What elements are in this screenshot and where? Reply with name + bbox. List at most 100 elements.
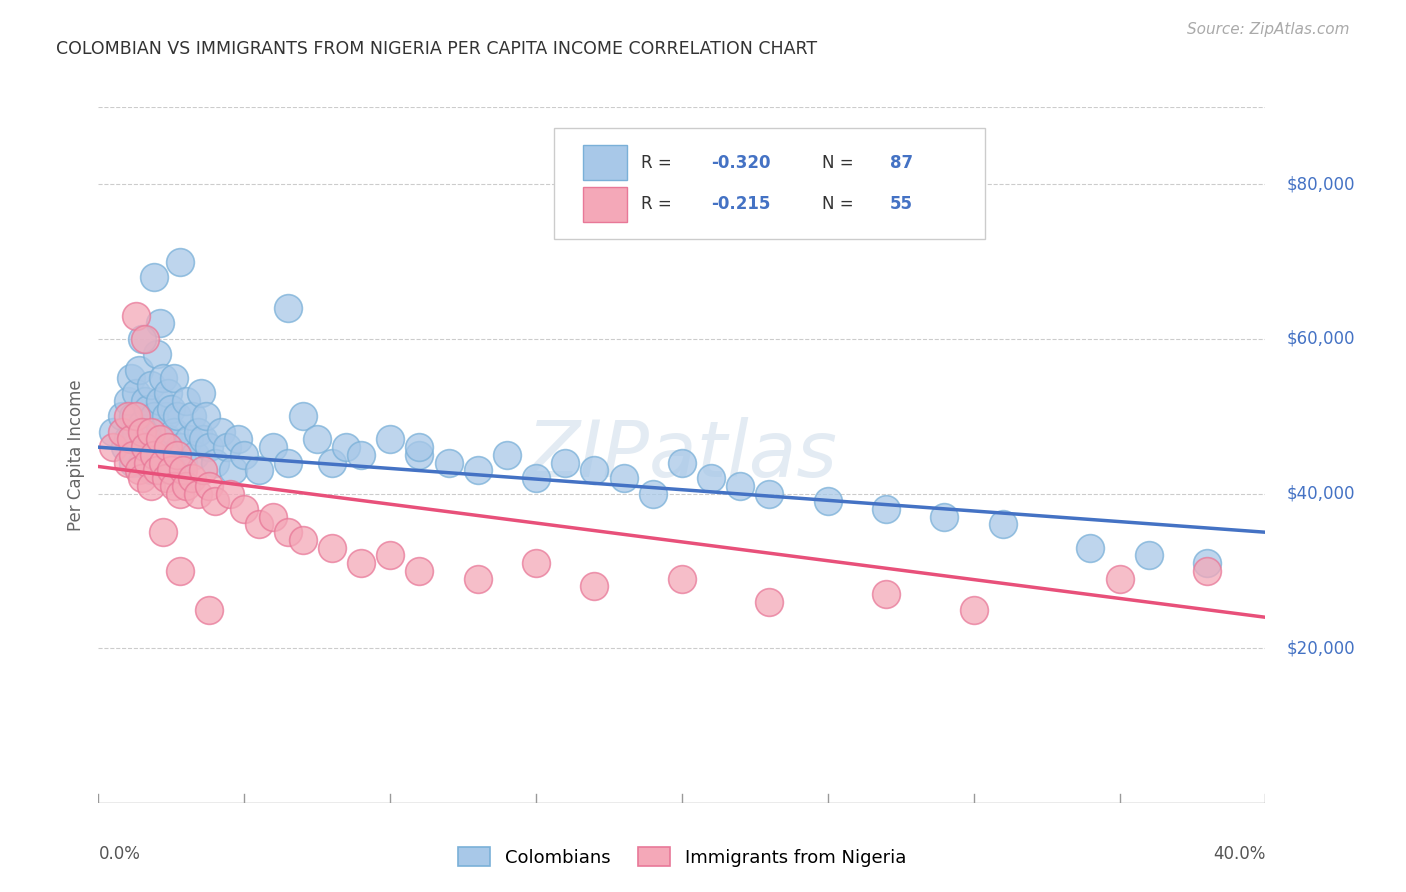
Text: $80,000: $80,000	[1286, 176, 1355, 194]
Point	[136, 440, 159, 454]
Point	[291, 533, 314, 547]
FancyBboxPatch shape	[582, 145, 627, 180]
Point	[128, 363, 150, 377]
Point	[554, 456, 576, 470]
Point	[204, 494, 226, 508]
Point	[142, 448, 165, 462]
Text: ZIPatlas: ZIPatlas	[526, 417, 838, 493]
Point	[335, 440, 357, 454]
Point	[758, 486, 780, 500]
Point	[277, 301, 299, 315]
Point	[111, 409, 134, 424]
Point	[524, 556, 547, 570]
Point	[152, 456, 174, 470]
FancyBboxPatch shape	[554, 128, 986, 239]
Point	[117, 409, 139, 424]
Point	[378, 549, 402, 563]
Point	[166, 448, 188, 462]
Point	[198, 602, 221, 616]
Text: N =: N =	[823, 153, 859, 171]
Point	[875, 502, 897, 516]
Point	[198, 479, 221, 493]
Point	[378, 433, 402, 447]
Point	[139, 425, 162, 439]
Point	[277, 525, 299, 540]
Point	[136, 456, 159, 470]
Point	[125, 386, 148, 401]
Point	[163, 479, 186, 493]
Point	[117, 456, 139, 470]
Point	[180, 409, 202, 424]
Point	[728, 479, 751, 493]
Point	[215, 440, 238, 454]
Text: R =: R =	[641, 153, 678, 171]
Point	[157, 440, 180, 454]
Point	[174, 479, 197, 493]
Point	[169, 440, 191, 454]
Point	[125, 425, 148, 439]
Point	[111, 425, 134, 439]
Text: -0.320: -0.320	[711, 153, 770, 171]
Point	[183, 448, 205, 462]
Point	[321, 456, 343, 470]
Point	[174, 393, 197, 408]
Text: COLOMBIAN VS IMMIGRANTS FROM NIGERIA PER CAPITA INCOME CORRELATION CHART: COLOMBIAN VS IMMIGRANTS FROM NIGERIA PER…	[56, 40, 817, 58]
FancyBboxPatch shape	[582, 187, 627, 222]
Point	[136, 401, 159, 416]
Point	[437, 456, 460, 470]
Point	[291, 409, 314, 424]
Text: 0.0%: 0.0%	[98, 845, 141, 863]
Point	[233, 448, 256, 462]
Point	[228, 433, 250, 447]
Point	[152, 456, 174, 470]
Point	[146, 463, 169, 477]
Point	[139, 463, 162, 477]
Text: R =: R =	[641, 195, 678, 213]
Point	[187, 425, 209, 439]
Point	[142, 270, 165, 285]
Point	[125, 309, 148, 323]
Point	[277, 456, 299, 470]
Text: $60,000: $60,000	[1286, 330, 1355, 348]
Point	[177, 433, 200, 447]
Point	[122, 448, 145, 462]
Text: N =: N =	[823, 195, 859, 213]
Point	[134, 433, 156, 447]
Point	[1195, 556, 1218, 570]
Point	[991, 517, 1014, 532]
Point	[408, 448, 430, 462]
Text: Source: ZipAtlas.com: Source: ZipAtlas.com	[1187, 22, 1350, 37]
Point	[160, 463, 183, 477]
Point	[221, 463, 243, 477]
Point	[134, 440, 156, 454]
Point	[1108, 572, 1130, 586]
Point	[157, 433, 180, 447]
Text: 40.0%: 40.0%	[1213, 845, 1265, 863]
Point	[247, 517, 270, 532]
Point	[101, 425, 124, 439]
Point	[160, 401, 183, 416]
Point	[146, 347, 169, 361]
Point	[934, 509, 956, 524]
Point	[350, 448, 373, 462]
Point	[142, 409, 165, 424]
Point	[114, 440, 136, 454]
Point	[195, 409, 218, 424]
Point	[122, 456, 145, 470]
Point	[671, 572, 693, 586]
Point	[117, 393, 139, 408]
Point	[218, 486, 240, 500]
Point	[172, 463, 194, 477]
Point	[101, 440, 124, 454]
Text: 87: 87	[890, 153, 912, 171]
Point	[122, 409, 145, 424]
Text: -0.215: -0.215	[711, 195, 770, 213]
Point	[583, 579, 606, 593]
Point	[169, 564, 191, 578]
Point	[307, 433, 329, 447]
Point	[641, 486, 664, 500]
Point	[134, 393, 156, 408]
Point	[233, 502, 256, 516]
Point	[117, 433, 139, 447]
Point	[193, 463, 215, 477]
